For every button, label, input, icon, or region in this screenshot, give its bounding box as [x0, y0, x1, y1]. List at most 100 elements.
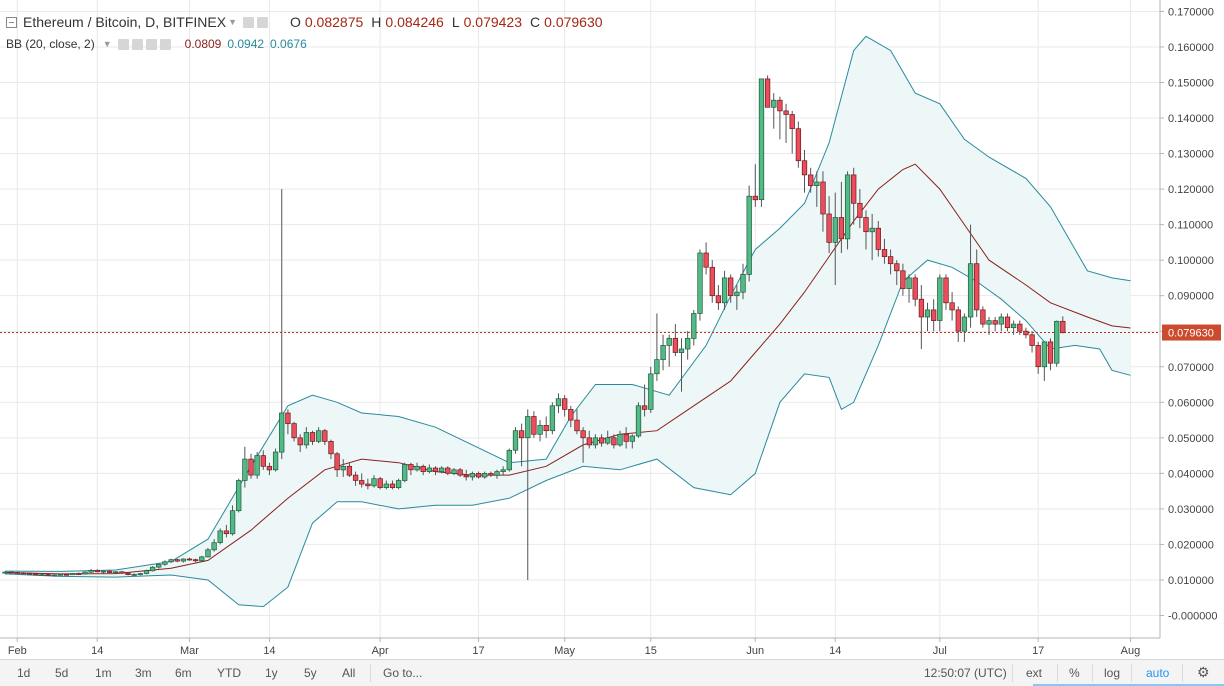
candle[interactable]	[119, 571, 125, 574]
candle[interactable]	[881, 238, 888, 264]
candle[interactable]	[82, 571, 88, 575]
candle[interactable]	[402, 462, 408, 483]
chevron-down-icon[interactable]: ▼	[228, 17, 237, 27]
candle[interactable]	[967, 224, 974, 328]
candle[interactable]	[715, 285, 722, 310]
candle[interactable]	[309, 430, 316, 445]
candle[interactable]	[734, 285, 740, 310]
candle[interactable]	[894, 260, 900, 286]
candle[interactable]	[389, 480, 396, 490]
candle[interactable]	[63, 573, 70, 576]
candle[interactable]	[771, 93, 777, 129]
candle[interactable]	[875, 221, 881, 257]
candle[interactable]	[924, 302, 931, 332]
clock-readout[interactable]: 12:50:07 (UTC)	[924, 666, 1007, 680]
candle[interactable]	[1047, 338, 1054, 371]
candle[interactable]	[635, 402, 642, 438]
candle[interactable]	[783, 103, 789, 143]
candle[interactable]	[106, 570, 113, 574]
close-icon[interactable]	[159, 38, 171, 50]
range-all-button[interactable]: All	[342, 666, 356, 680]
candle[interactable]	[746, 185, 752, 282]
candle[interactable]	[20, 572, 27, 575]
candle[interactable]	[205, 547, 211, 558]
candle[interactable]	[562, 395, 568, 417]
candle[interactable]	[322, 428, 328, 445]
candle[interactable]	[248, 453, 254, 479]
candle[interactable]	[518, 423, 525, 467]
candle[interactable]	[998, 313, 1004, 332]
log-scale-toggle[interactable]: log	[1104, 666, 1121, 680]
candle[interactable]	[678, 338, 685, 392]
candle[interactable]	[641, 384, 648, 417]
candle[interactable]	[648, 366, 654, 413]
candle[interactable]	[857, 189, 863, 229]
candle[interactable]	[365, 478, 371, 490]
candle[interactable]	[580, 427, 586, 463]
candle[interactable]	[986, 317, 992, 335]
candle[interactable]	[568, 405, 574, 428]
candle[interactable]	[697, 249, 703, 321]
candle[interactable]	[242, 446, 248, 488]
candle[interactable]	[100, 570, 107, 574]
collapse-legend-icon[interactable]	[6, 16, 17, 28]
candle[interactable]	[752, 164, 758, 207]
candle[interactable]	[537, 420, 543, 442]
candle[interactable]	[33, 573, 39, 576]
candle[interactable]	[906, 274, 912, 303]
candle[interactable]	[2, 571, 8, 574]
candle[interactable]	[432, 466, 439, 476]
candle[interactable]	[709, 260, 715, 303]
candle[interactable]	[660, 334, 666, 371]
range-1d-button[interactable]: 1d	[17, 666, 31, 680]
candle[interactable]	[457, 468, 463, 477]
candle[interactable]	[186, 557, 193, 561]
candle[interactable]	[549, 402, 556, 435]
candle[interactable]	[113, 571, 119, 574]
candle[interactable]	[611, 434, 617, 449]
candle[interactable]	[420, 464, 426, 476]
candle[interactable]	[463, 469, 469, 481]
candle[interactable]	[328, 439, 334, 460]
candle[interactable]	[316, 427, 322, 444]
candle[interactable]	[377, 476, 383, 490]
candle[interactable]	[795, 121, 802, 168]
candle[interactable]	[949, 292, 955, 321]
candle[interactable]	[617, 430, 623, 447]
candle[interactable]	[340, 459, 346, 477]
candle[interactable]	[352, 471, 359, 486]
candle[interactable]	[439, 466, 445, 474]
indicator-label[interactable]: BB (20, close, 2)	[6, 37, 95, 51]
candle[interactable]	[451, 468, 457, 476]
candle[interactable]	[703, 242, 709, 275]
candle[interactable]	[666, 334, 672, 367]
move-icon[interactable]	[145, 38, 157, 50]
candle[interactable]	[254, 452, 260, 479]
candle[interactable]	[143, 569, 150, 575]
candle[interactable]	[223, 524, 230, 538]
candle[interactable]	[285, 409, 291, 435]
candle[interactable]	[395, 478, 402, 490]
symbol-title[interactable]: Ethereum / Bitcoin, D, BITFINEX	[23, 14, 227, 30]
candle[interactable]	[334, 452, 340, 477]
candle[interactable]	[14, 571, 20, 574]
range-5d-button[interactable]: 5d	[55, 666, 69, 680]
candle[interactable]	[937, 274, 943, 332]
candle[interactable]	[555, 393, 562, 413]
candle[interactable]	[912, 274, 918, 307]
candle[interactable]	[728, 274, 734, 303]
range-3m-button[interactable]: 3m	[135, 666, 152, 680]
candle[interactable]	[838, 181, 845, 254]
candle[interactable]	[45, 573, 51, 576]
candle[interactable]	[506, 448, 512, 472]
settings-icon[interactable]	[131, 38, 143, 50]
candle[interactable]	[543, 416, 549, 438]
candle[interactable]	[168, 558, 174, 563]
candle[interactable]	[137, 572, 143, 576]
candle[interactable]	[740, 263, 746, 300]
candle[interactable]	[279, 189, 285, 460]
candle[interactable]	[1004, 313, 1011, 332]
candle[interactable]	[8, 571, 14, 574]
candle[interactable]	[445, 466, 451, 476]
candlestick-chart[interactable]: -0.000000 0.010000 0.020000 0.030000 0.04000…	[0, 0, 1224, 659]
